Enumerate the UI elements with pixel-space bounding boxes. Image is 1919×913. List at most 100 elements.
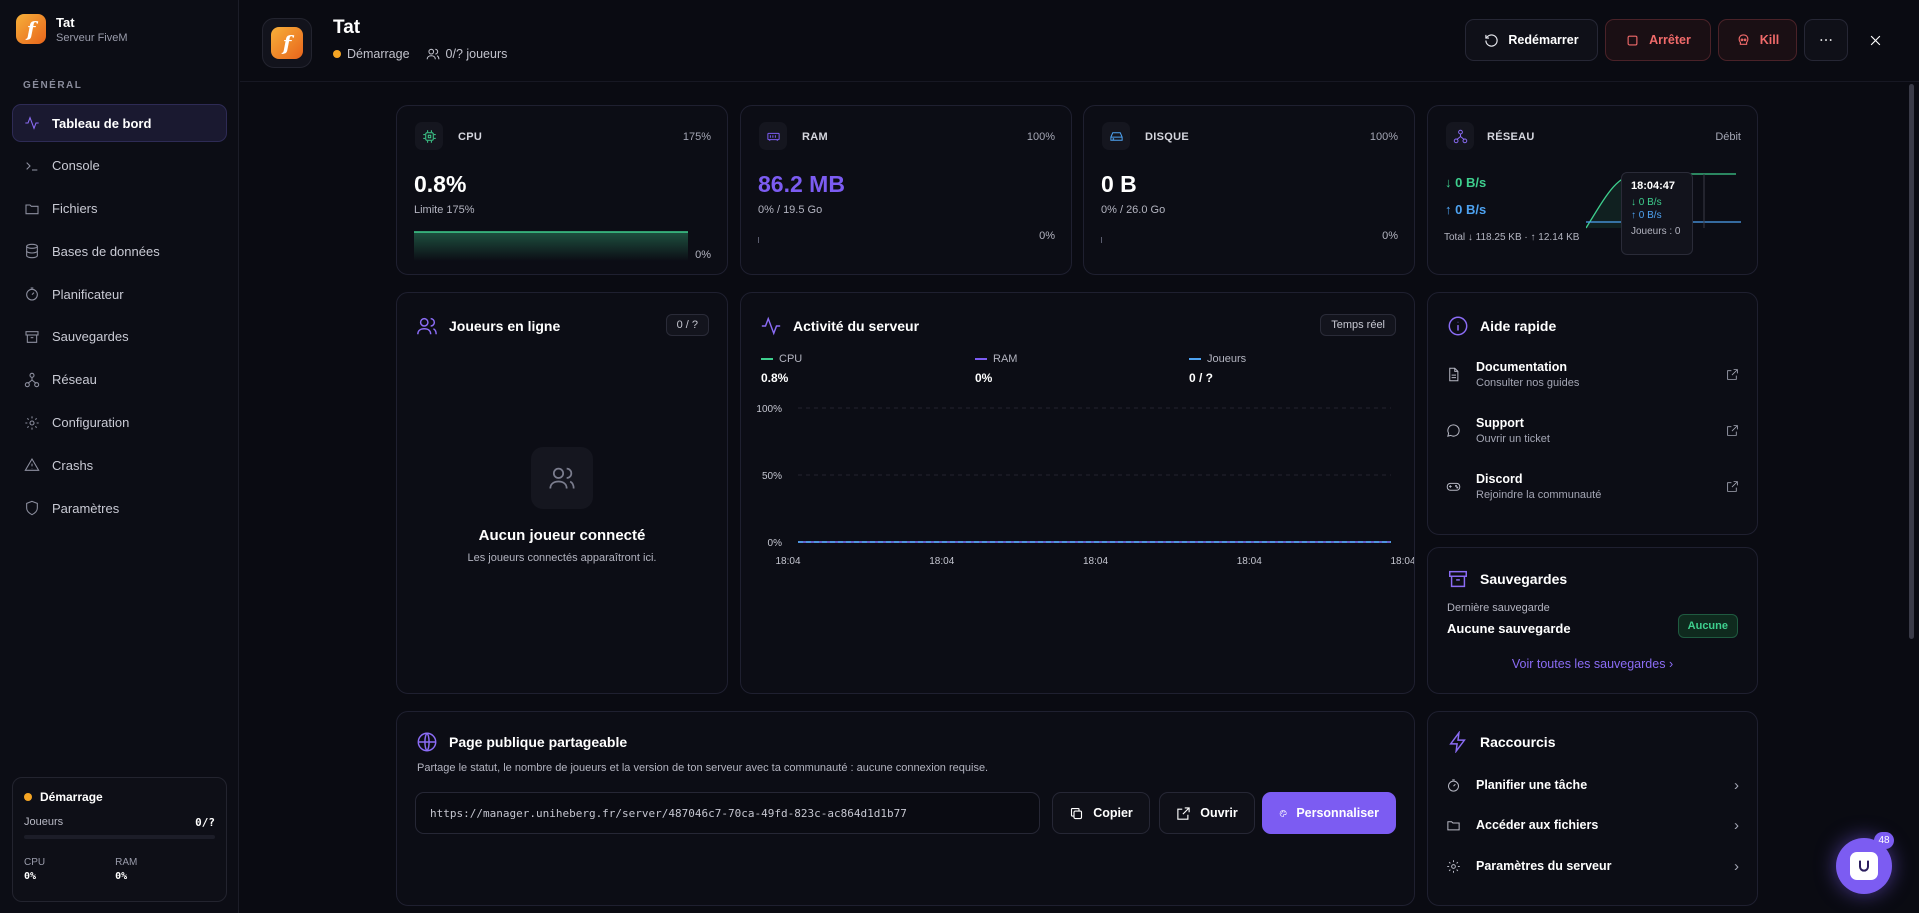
- page-scrollbar[interactable]: [1909, 84, 1914, 639]
- disk-icon-box: [1102, 122, 1130, 150]
- disk-bar: [1101, 237, 1102, 243]
- ram-icon-box: [759, 122, 787, 150]
- restart-button[interactable]: Redémarrer: [1465, 19, 1598, 61]
- copy-button[interactable]: Copier: [1052, 792, 1150, 834]
- discord-link[interactable]: Discord Rejoindre la communauté: [1446, 467, 1739, 505]
- upload-rate: ↑ 0 B/s: [1445, 202, 1487, 217]
- sidebar-item-databases[interactable]: Bases de données: [12, 232, 227, 270]
- skull-icon: [1738, 33, 1749, 45]
- disk-card: DISQUE 100% 0 B 0% / 26.0 Go 0%: [1083, 105, 1415, 275]
- copy-label: Copier: [1093, 806, 1133, 820]
- players-label: Joueurs: [24, 816, 64, 828]
- shield-icon: [26, 500, 38, 516]
- quick-help-title: Aide rapide: [1447, 315, 1556, 337]
- page-title: Tat: [333, 17, 361, 38]
- ram-subtitle: 0% / 19.5 Go: [758, 204, 823, 216]
- globe-icon: [417, 732, 437, 752]
- network-icon-box: [1446, 122, 1474, 150]
- sidebar-item-label: Tableau de bord: [52, 115, 152, 131]
- public-page-description: Partage le statut, le nombre de joueurs …: [417, 762, 989, 774]
- external-link-icon: [1727, 424, 1738, 436]
- ram-mini-value: 0%: [115, 871, 128, 882]
- download-rate: ↓ 0 B/s: [1445, 175, 1487, 190]
- sidebar-item-backups[interactable]: Sauvegardes: [12, 318, 227, 356]
- sidebar-item-crashes[interactable]: Crashs: [12, 446, 227, 484]
- customize-button[interactable]: Personnaliser: [1262, 792, 1396, 834]
- more-options-button[interactable]: [1804, 19, 1848, 61]
- shortcut-server-settings[interactable]: Paramètres du serveur ›: [1446, 847, 1739, 885]
- shortcut-schedule-task[interactable]: Planifier une tâche ›: [1446, 766, 1739, 804]
- empty-state-title: Aucun joueur connecté: [478, 527, 646, 544]
- view-all-backups-link[interactable]: Voir toutes les sauvegardes ›: [1428, 657, 1757, 671]
- header-meta: Démarrage 0/? joueurs: [333, 47, 507, 61]
- sidebar-item-dashboard[interactable]: Tableau de bord: [12, 104, 227, 142]
- legend-swatch: [761, 358, 773, 360]
- tooltip-time: 18:04:47: [1631, 180, 1676, 192]
- sidebar-item-label: Configuration: [52, 415, 130, 431]
- disk-label: DISQUE: [1145, 131, 1189, 143]
- legend-swatch: [975, 358, 987, 360]
- sidebar-item-network[interactable]: Réseau: [12, 361, 227, 399]
- quick-help-title-text: Aide rapide: [1480, 318, 1557, 334]
- sidebar-item-label: Paramètres: [52, 500, 120, 516]
- widget-logo-icon: [1850, 852, 1878, 880]
- players-card: Joueurs en ligne 0 / ? Aucun joueur conn…: [396, 292, 728, 694]
- customize-label: Personnaliser: [1296, 806, 1379, 820]
- cpu-limit: 175%: [682, 131, 711, 143]
- section-label: GÉNÉRAL: [23, 80, 83, 91]
- tooltip-download: ↓ 0 B/s: [1631, 197, 1662, 208]
- tooltip-players: Joueurs : 0: [1631, 226, 1681, 237]
- cpu-card: CPU 175% 0.8% Limite 175% 0%: [396, 105, 728, 275]
- external-link-icon: [1727, 368, 1738, 380]
- close-button[interactable]: [1855, 19, 1895, 61]
- support-widget-button[interactable]: 48: [1836, 832, 1894, 894]
- public-url-field[interactable]: https://manager.uniheberg.fr/server/4870…: [415, 792, 1040, 834]
- quick-help-card: Aide rapide Documentation Consulter nos g…: [1427, 292, 1758, 535]
- page-header: f Tat Démarrage 0/? joueurs Redémarrer A…: [240, 0, 1919, 82]
- sidebar-item-configuration[interactable]: Configuration: [12, 404, 227, 442]
- close-icon: [1870, 35, 1880, 45]
- legend-value: 0 / ?: [1189, 371, 1214, 385]
- upload-rate-value: 0 B/s: [1455, 202, 1487, 217]
- activity-title-text: Activité du serveur: [793, 318, 920, 334]
- sidebar-item-scheduler[interactable]: Planificateur: [12, 275, 227, 313]
- shortcut-label: Paramètres du serveur: [1476, 859, 1612, 873]
- activity-title: Activité du serveur: [760, 315, 919, 337]
- activity-chart: 100% 50% 0% 18:04 18:04 18:04 18:04 18:04: [756, 404, 1414, 567]
- status-dot-icon: [333, 50, 341, 58]
- backups-card: Sauvegardes Dernière sauvegarde Aucune s…: [1427, 547, 1758, 694]
- sidebar-item-console[interactable]: Console: [12, 147, 227, 185]
- sidebar-item-label: Planificateur: [52, 286, 124, 302]
- gamepad-icon: [1446, 482, 1461, 491]
- warning-icon: [24, 458, 40, 472]
- resource-grid: CPU 0% RAM 0%: [24, 857, 215, 882]
- sidebar-item-settings[interactable]: Paramètres: [12, 489, 227, 527]
- link-description: Ouvrir un ticket: [1476, 432, 1550, 445]
- disk-value: 0 B: [1101, 171, 1137, 197]
- kill-button[interactable]: Kill: [1718, 19, 1797, 61]
- sidebar: f Tat Serveur FiveM GÉNÉRAL Tableau de b…: [0, 0, 239, 913]
- players-progress-bar: [24, 835, 215, 839]
- folder-icon: [25, 204, 39, 214]
- players-indicator: 0/? joueurs: [426, 47, 507, 61]
- link-title: Support: [1476, 415, 1524, 430]
- status-indicator: Démarrage: [333, 47, 410, 61]
- tooltip-upload: ↑ 0 B/s: [1631, 210, 1662, 221]
- cpu-pct: 0%: [695, 249, 711, 261]
- server-status-card: Démarrage Joueurs 0/? CPU 0% RAM 0%: [12, 777, 227, 902]
- disk-limit: 100%: [1369, 131, 1398, 143]
- shortcut-label: Planifier une tâche: [1476, 778, 1588, 792]
- external-link-icon: [1727, 480, 1738, 492]
- brand[interactable]: f Tat Serveur FiveM: [16, 14, 128, 44]
- legend-ram: RAM 0%: [975, 353, 1017, 385]
- cpu-icon: [422, 129, 436, 143]
- sidebar-item-files[interactable]: Fichiers: [12, 190, 227, 228]
- shortcut-open-files[interactable]: Accéder aux fichiers ›: [1446, 806, 1739, 844]
- stop-button[interactable]: Arrêter: [1605, 19, 1711, 61]
- ram-mini-label: RAM: [115, 857, 138, 868]
- empty-state-subtitle: Les joueurs connectés apparaîtront ici.: [467, 552, 657, 564]
- backups-title: Sauvegardes: [1447, 568, 1567, 590]
- documentation-link[interactable]: Documentation Consulter nos guides: [1446, 355, 1739, 393]
- open-button[interactable]: Ouvrir: [1159, 792, 1255, 834]
- support-link[interactable]: Support Ouvrir un ticket: [1446, 411, 1739, 449]
